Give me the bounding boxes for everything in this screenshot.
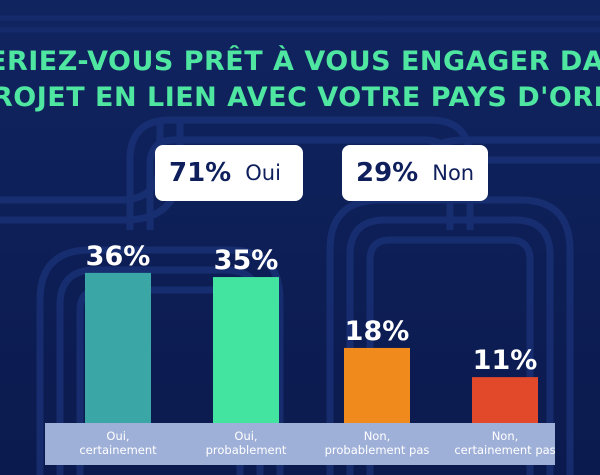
summary-yes-percent: 71% xyxy=(169,158,232,188)
bar-value-label-4: 11% xyxy=(473,345,538,376)
summary-yes-box: 71% Oui xyxy=(155,145,303,201)
chart-title-line-2: ROJET EN LIEN AVEC VOTRE PAYS D'ORI xyxy=(0,82,600,113)
bar-2 xyxy=(213,277,279,423)
summary-no-percent: 29% xyxy=(356,158,419,188)
chart-title-line-1: ERIEZ-VOUS PRÊT À VOUS ENGAGER DA xyxy=(0,46,600,77)
summary-no-label: Non xyxy=(432,161,475,185)
category-label-2: Oui, probablement xyxy=(206,429,287,457)
bar-3 xyxy=(344,347,410,423)
bar-value-label-2: 35% xyxy=(214,245,279,276)
bar-value-label-1: 36% xyxy=(86,241,151,272)
summary-yes-label: Oui xyxy=(245,161,281,185)
category-label-band xyxy=(45,423,555,465)
bar-value-label-3: 18% xyxy=(345,316,410,347)
category-label-3: Non, probablement pas xyxy=(325,429,430,457)
category-label-4: Non, certainement pas xyxy=(454,429,555,457)
category-label-1: Oui, certainement xyxy=(79,429,157,457)
bar-4 xyxy=(472,377,538,423)
bar-1 xyxy=(85,272,151,423)
summary-no-box: 29% Non xyxy=(342,145,488,201)
